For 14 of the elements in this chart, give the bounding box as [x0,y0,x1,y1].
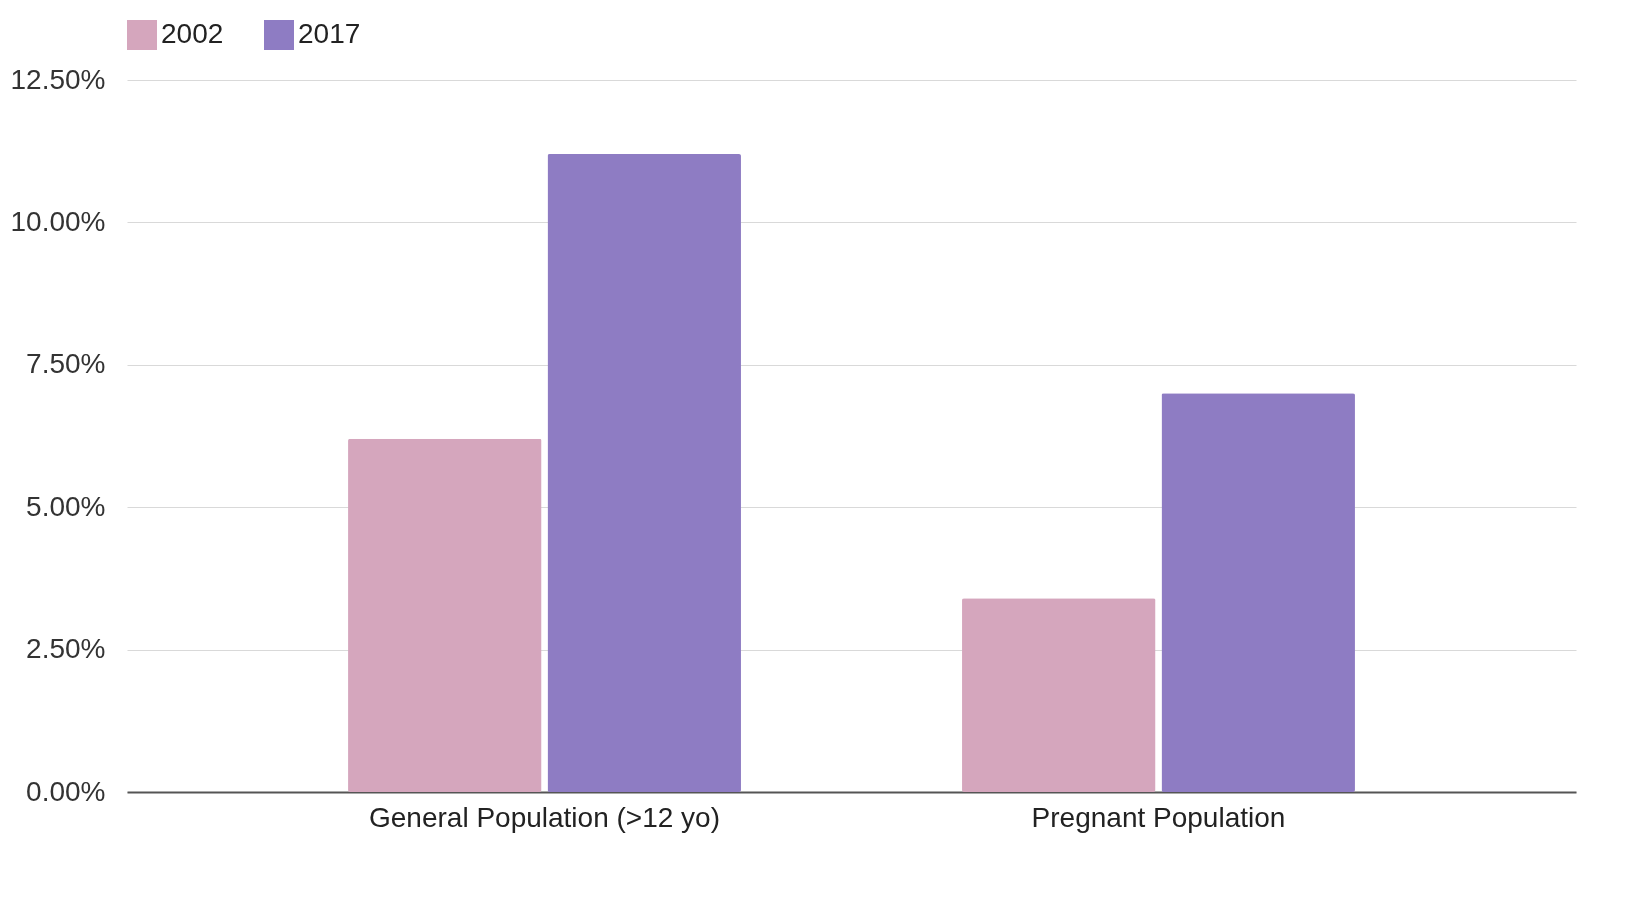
x-tick-label: Pregnant Population [1031,801,1286,833]
y-tick-label: 7.50% [26,348,106,380]
y-tick-label: 12.50% [10,63,106,95]
legend-label: 2002 [161,18,224,49]
x-tick-label: General Population (>12 yo) [369,801,721,833]
legend-label: 2017 [298,18,361,49]
bar [1161,393,1355,792]
y-tick-label: 10.00% [10,205,106,237]
bar [547,154,741,792]
bar [348,438,542,792]
bar [962,598,1156,792]
y-tick-label: 5.00% [26,490,106,522]
y-tick-label: 2.50% [26,633,106,665]
y-tick-label: 0.00% [26,775,106,807]
